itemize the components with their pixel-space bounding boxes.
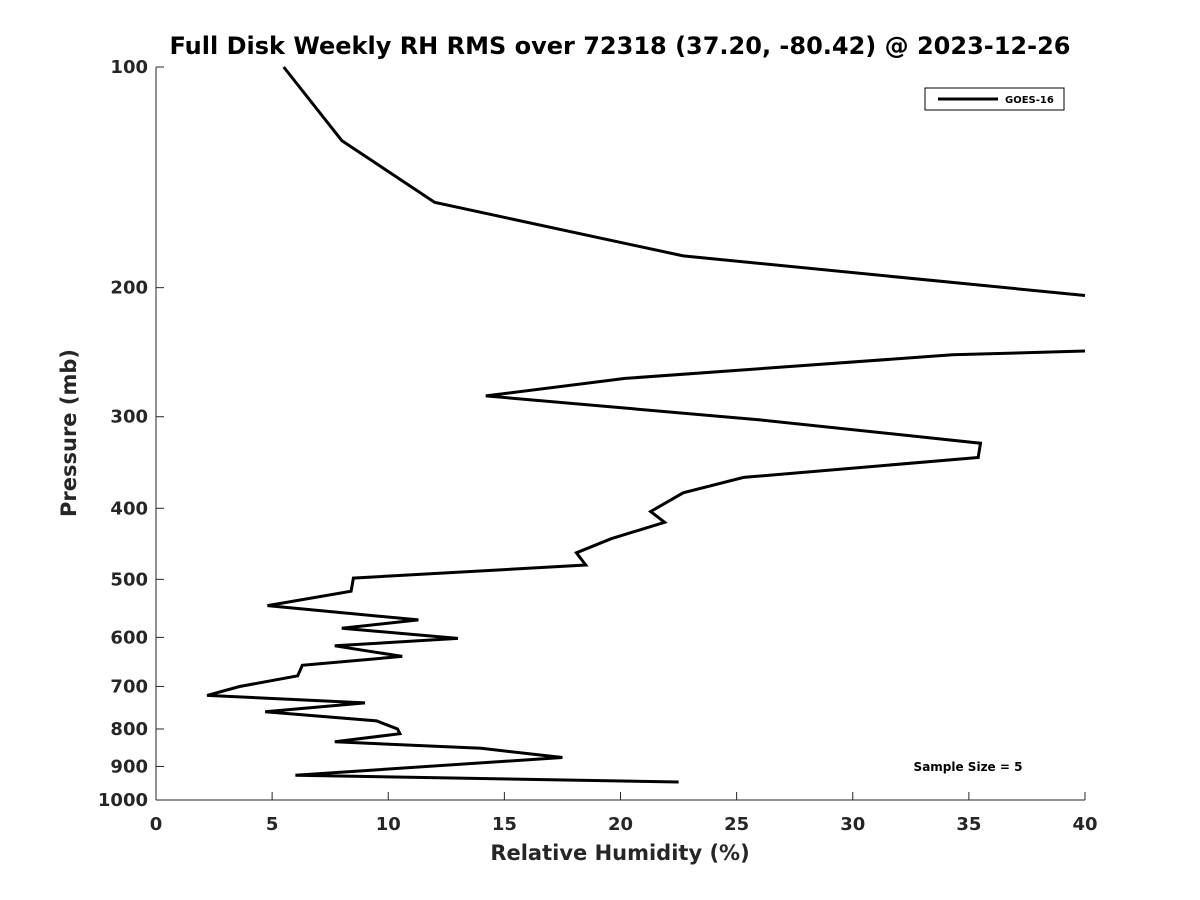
y-tick-label: 100 (110, 57, 148, 78)
x-tick-label: 20 (608, 814, 633, 835)
y-tick-label: 400 (110, 498, 148, 519)
y-tick-label: 700 (110, 676, 148, 697)
y-tick-label: 900 (110, 756, 148, 777)
plot-background (156, 67, 1085, 800)
x-tick-label: 0 (150, 814, 163, 835)
y-axis-ticks: 100 200 300 400 500 600 700 800 900 1000 (98, 57, 164, 811)
y-tick-label: 1000 (98, 790, 148, 811)
legend: GOES-16 (924, 87, 1065, 111)
y-tick-label: 500 (110, 569, 148, 590)
plot-area (155, 66, 1086, 801)
sample-size-annotation: Sample Size = 5 (914, 760, 1023, 774)
y-tick-label: 200 (110, 278, 148, 299)
y-tick-label: 600 (110, 627, 148, 648)
series-layer (206, 66, 1086, 784)
legend-entry-goes-16: GOES-16 (1005, 95, 1054, 106)
chart-title: Full Disk Weekly RH RMS over 72318 (37.2… (169, 32, 1070, 60)
x-tick-label: 30 (840, 814, 865, 835)
series-line-goes-16-segment-1 (282, 66, 1086, 297)
x-tick-label: 5 (266, 814, 279, 835)
series-line-goes-16-segment-2 (206, 349, 1086, 784)
x-axis-label: Relative Humidity (%) (490, 841, 749, 865)
y-axis-label: Pressure (mb) (57, 349, 81, 517)
y-tick-label: 300 (110, 407, 148, 428)
x-tick-label: 35 (956, 814, 981, 835)
y-tick-label: 800 (110, 719, 148, 740)
x-axis-ticks: 0 5 10 15 20 25 30 35 40 (150, 792, 1098, 835)
x-tick-label: 10 (376, 814, 401, 835)
x-tick-label: 15 (492, 814, 517, 835)
x-tick-label: 25 (724, 814, 749, 835)
x-tick-label: 40 (1072, 814, 1097, 835)
